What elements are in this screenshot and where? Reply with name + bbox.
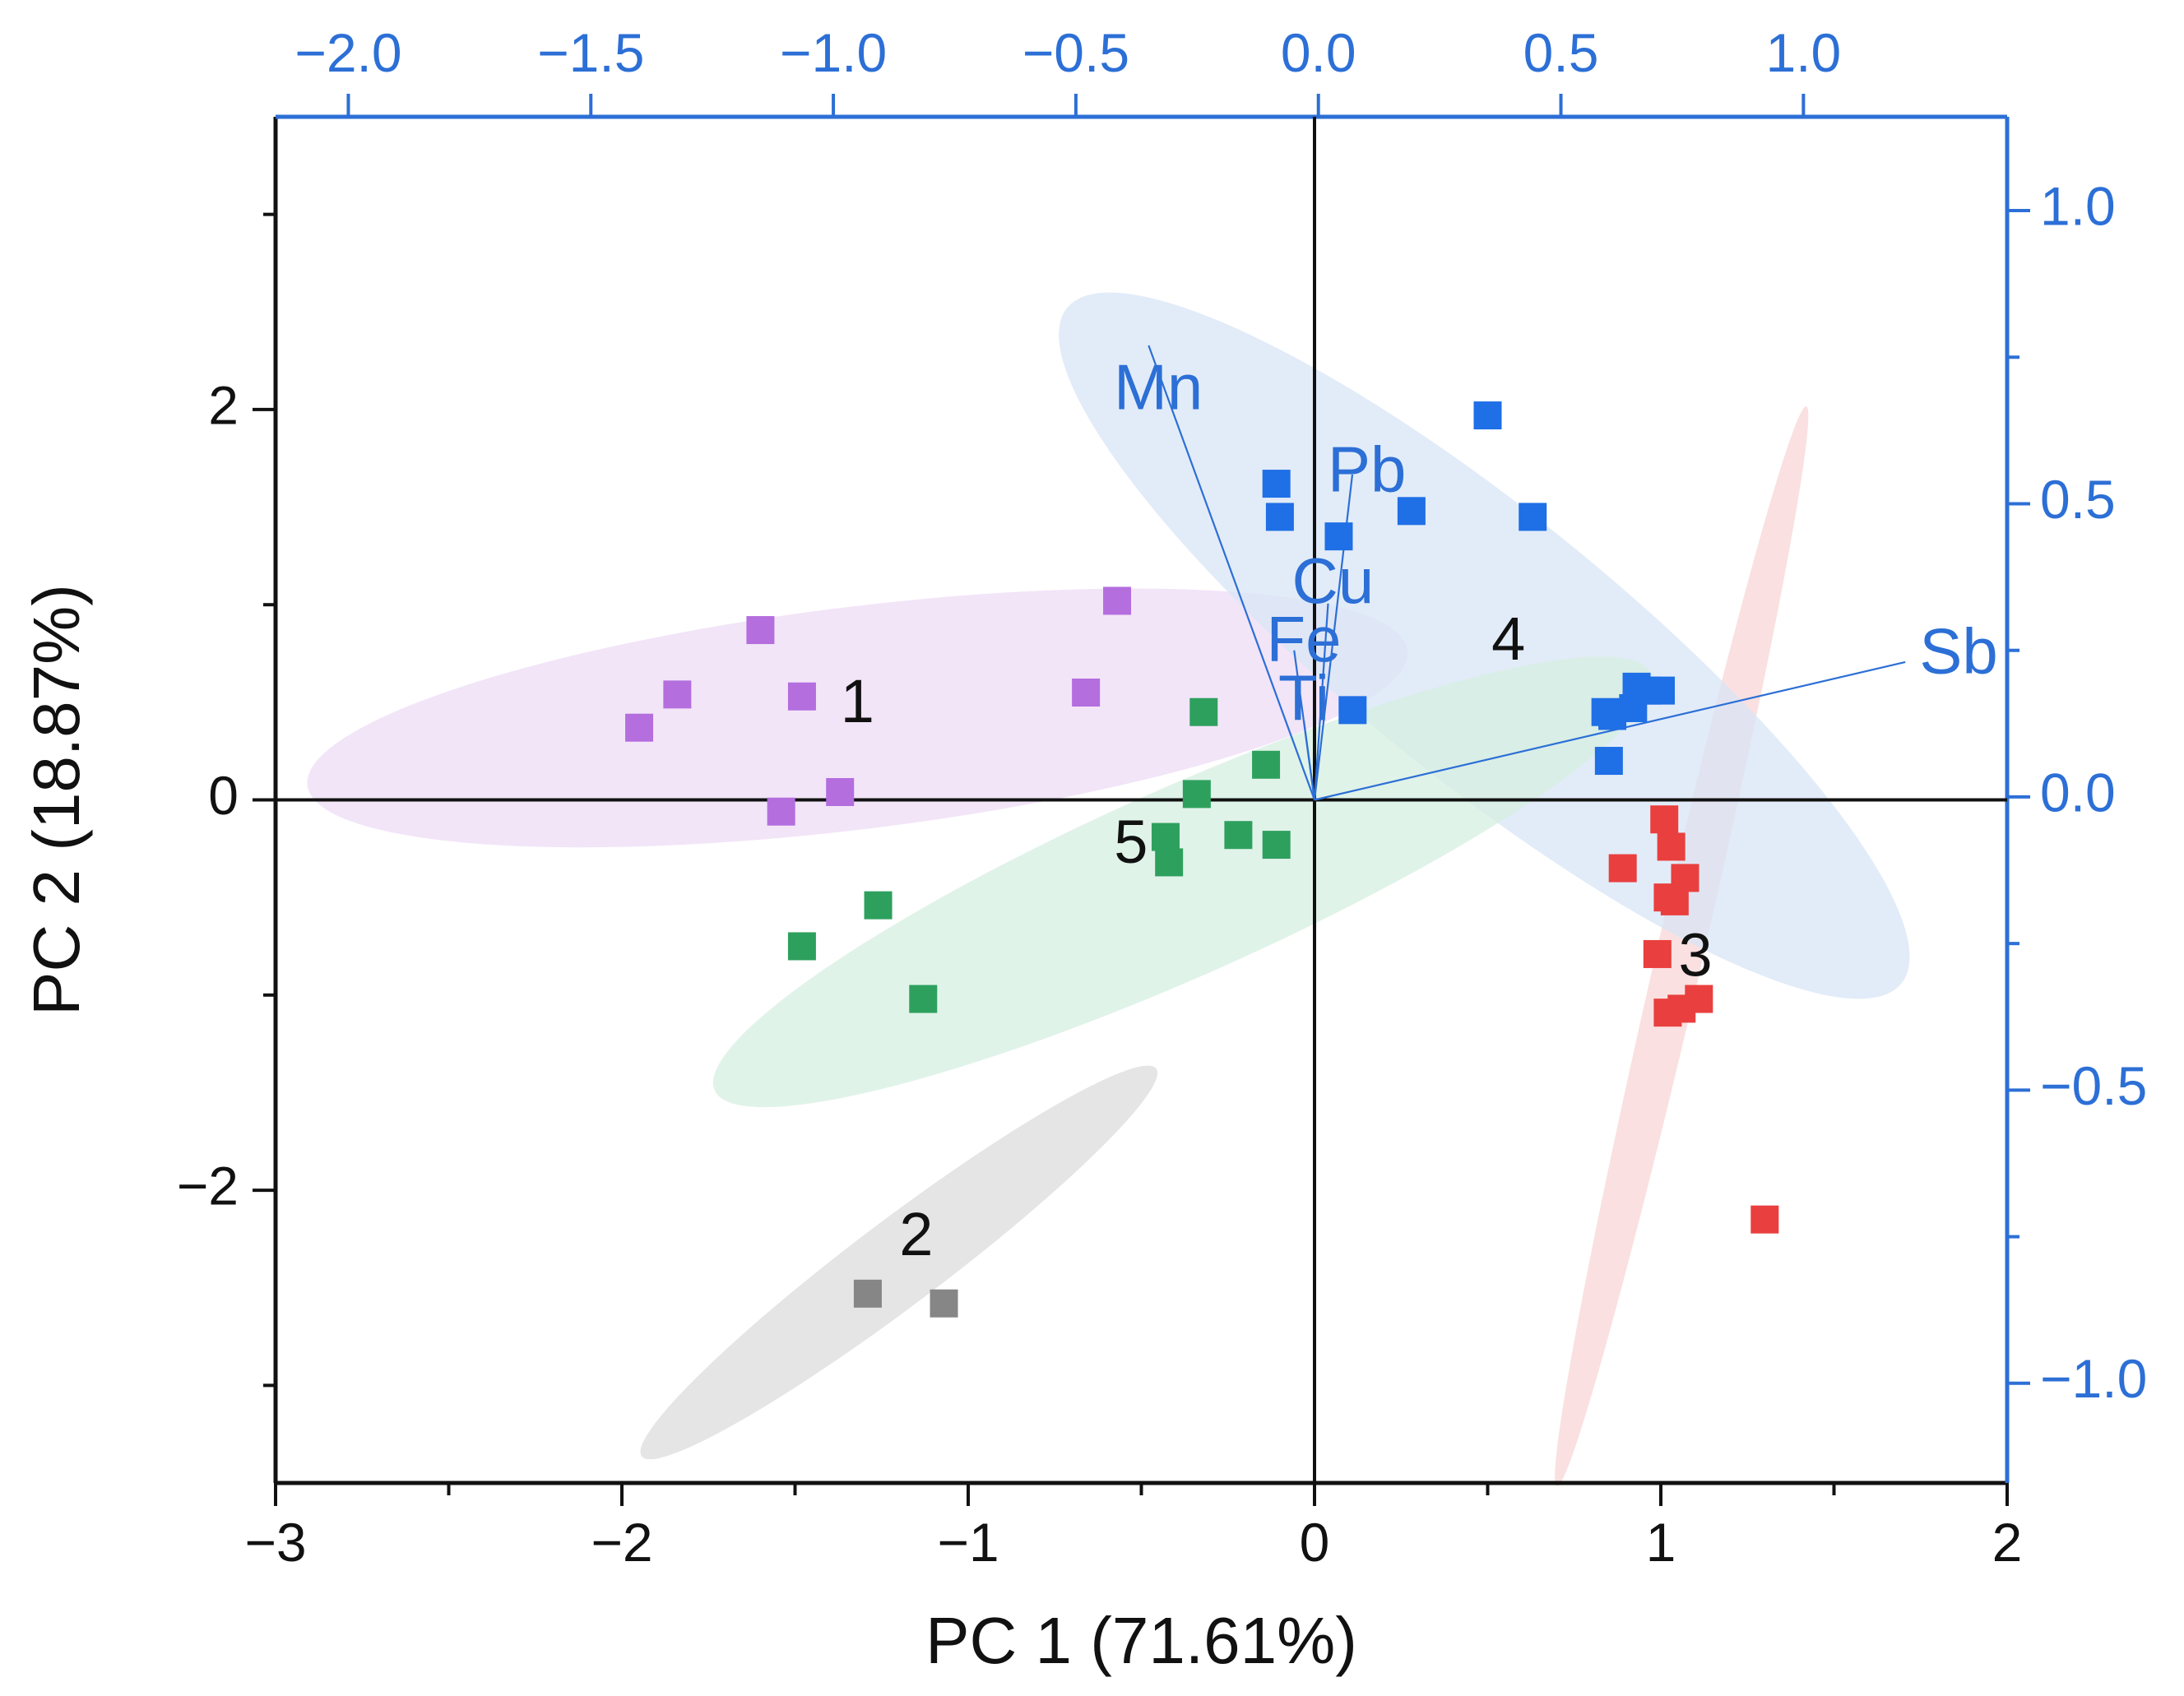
x-tick-label: −1 bbox=[937, 1512, 999, 1573]
cluster-label-4: 4 bbox=[1491, 605, 1525, 673]
point-cluster-4-13 bbox=[1647, 676, 1675, 705]
top-tick-label: 0.5 bbox=[1523, 22, 1599, 83]
x-tick-label: 2 bbox=[1992, 1512, 2023, 1573]
cluster-label-1: 1 bbox=[841, 667, 874, 735]
top-tick-label: −1.0 bbox=[780, 22, 887, 83]
point-cluster-1-2 bbox=[663, 680, 692, 709]
top-tick-label: 0.0 bbox=[1281, 22, 1356, 83]
loading-vector-ti bbox=[1302, 721, 1316, 800]
ellipse-cluster-5 bbox=[712, 656, 1653, 1108]
cluster-label-2: 2 bbox=[899, 1200, 933, 1268]
ellipse-cluster-1 bbox=[307, 588, 1408, 848]
point-cluster-1-5 bbox=[767, 797, 795, 826]
point-cluster-3-6 bbox=[1660, 887, 1689, 915]
right-tick-label: −1.0 bbox=[2040, 1348, 2147, 1409]
loading-label-mn: Mn bbox=[1114, 351, 1203, 424]
point-cluster-5-3 bbox=[1182, 780, 1211, 809]
point-cluster-4-7 bbox=[1338, 696, 1367, 725]
loading-label-cu: Cu bbox=[1292, 544, 1375, 617]
point-cluster-1-6 bbox=[826, 778, 855, 807]
x-tick-label: 1 bbox=[1646, 1512, 1676, 1573]
x-tick-label: −2 bbox=[591, 1512, 652, 1573]
right-tick-label: −0.5 bbox=[2040, 1055, 2147, 1116]
loading-vector-mn bbox=[1148, 345, 1316, 800]
point-cluster-5-9 bbox=[787, 932, 816, 961]
cluster-labels: 1 2 3 4 5 bbox=[841, 605, 1713, 1268]
point-cluster-4-14 bbox=[1594, 747, 1623, 776]
top-tick-label: −2.0 bbox=[294, 22, 401, 83]
x-axis-title: PC 1 (71.61%) bbox=[925, 1604, 1357, 1677]
loading-vector-sb bbox=[1314, 660, 1906, 801]
x-tick-label: 0 bbox=[1300, 1512, 1330, 1573]
y-tick-label: −2 bbox=[177, 1156, 239, 1216]
top-tick-label: −0.5 bbox=[1022, 22, 1129, 83]
point-cluster-3-7 bbox=[1643, 939, 1672, 968]
point-cluster-5-7 bbox=[1155, 848, 1184, 877]
axes: −3 −2 −1 0 1 2 −2 0 2 −2.0 −1.5 −1.0 −0.5 0.0 0.5 1.0 −1… bbox=[177, 22, 2148, 1573]
point-cluster-4-2 bbox=[1265, 503, 1294, 531]
point-cluster-4-6 bbox=[1519, 503, 1547, 531]
point-cluster-4-5 bbox=[1473, 401, 1502, 430]
cluster-label-5: 5 bbox=[1114, 808, 1148, 876]
cluster-label-3: 3 bbox=[1679, 921, 1713, 989]
point-cluster-1-7 bbox=[1072, 678, 1101, 707]
point-cluster-2-2 bbox=[930, 1289, 958, 1318]
loading-label-ti: Ti bbox=[1278, 661, 1329, 734]
point-cluster-3-1 bbox=[1650, 805, 1679, 834]
y-axis-title: PC 2 (18.87%) bbox=[20, 584, 93, 1016]
point-cluster-2-1 bbox=[853, 1279, 882, 1308]
point-cluster-4-3 bbox=[1324, 522, 1353, 551]
right-tick-label: 0.5 bbox=[2040, 469, 2116, 530]
right-tick-label: 0.0 bbox=[2040, 762, 2116, 823]
point-cluster-3-10 bbox=[1685, 985, 1713, 1013]
point-cluster-5-6 bbox=[1262, 831, 1291, 860]
ellipse-cluster-3 bbox=[1555, 406, 1809, 1486]
right-tick-label: 1.0 bbox=[2040, 175, 2116, 236]
data-points bbox=[625, 401, 1779, 1318]
point-cluster-5-4 bbox=[1151, 823, 1180, 851]
loading-vector-cu bbox=[1313, 603, 1329, 800]
ellipse-cluster-2 bbox=[640, 1065, 1158, 1460]
point-cluster-1-3 bbox=[746, 616, 775, 645]
confidence-ellipses bbox=[307, 292, 1910, 1486]
point-cluster-4-1 bbox=[1262, 470, 1291, 498]
y-tick-label: 0 bbox=[208, 765, 239, 826]
top-tick-label: 1.0 bbox=[1765, 22, 1841, 83]
point-cluster-3-5 bbox=[1608, 854, 1637, 883]
point-cluster-5-5 bbox=[1224, 821, 1253, 850]
point-cluster-5-2 bbox=[1252, 750, 1281, 779]
point-cluster-1-8 bbox=[1103, 586, 1132, 615]
loading-label-pb: Pb bbox=[1328, 433, 1406, 505]
point-cluster-5-10 bbox=[909, 985, 938, 1013]
loading-label-sb: Sb bbox=[1919, 614, 1997, 687]
point-cluster-4-4 bbox=[1397, 497, 1426, 526]
point-cluster-3-2 bbox=[1657, 832, 1686, 861]
top-tick-label: −1.5 bbox=[537, 22, 644, 83]
y-tick-label: 2 bbox=[208, 374, 239, 435]
loading-label-fe: Fe bbox=[1267, 603, 1342, 675]
x-tick-label: −3 bbox=[244, 1512, 306, 1573]
point-cluster-1-4 bbox=[787, 682, 816, 711]
point-cluster-1-1 bbox=[625, 713, 654, 742]
point-cluster-5-1 bbox=[1189, 697, 1218, 726]
point-cluster-5-8 bbox=[864, 891, 893, 920]
point-cluster-3-11 bbox=[1750, 1205, 1779, 1234]
ellipse-cluster-4 bbox=[1059, 292, 1910, 999]
